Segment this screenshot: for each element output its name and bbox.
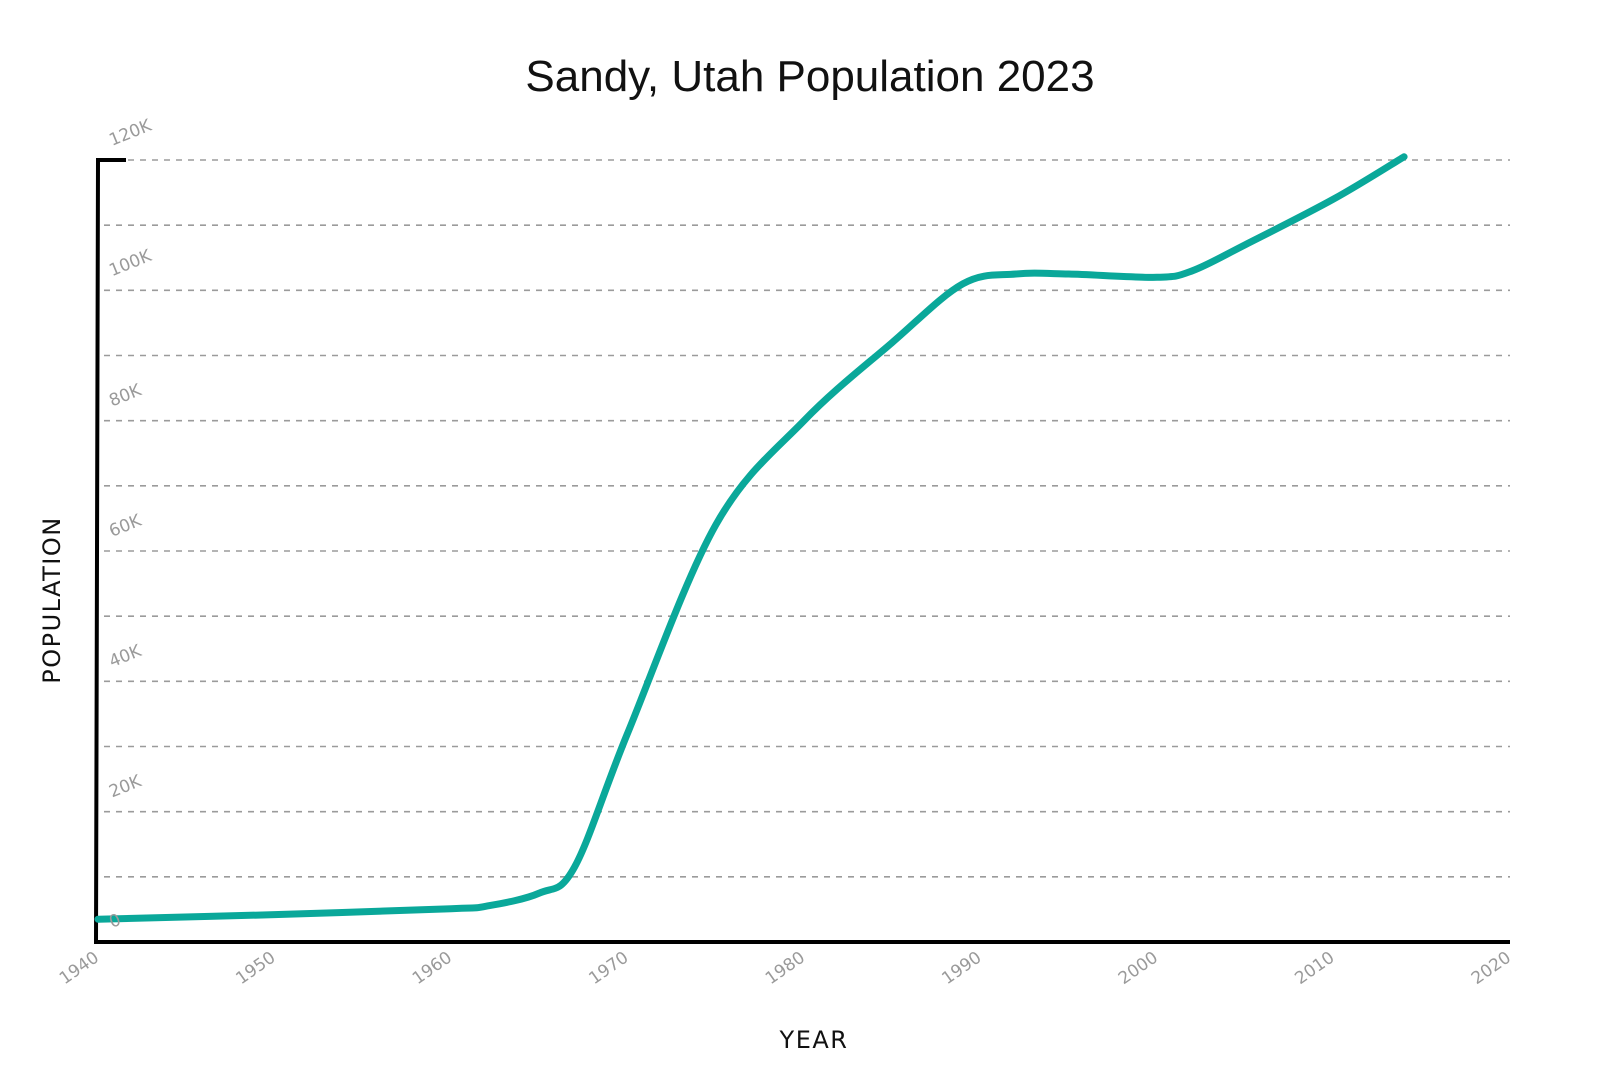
x-tick-label: 1940	[56, 948, 103, 989]
x-tick-label: 1960	[409, 948, 456, 989]
x-tick-label: 1990	[938, 948, 985, 989]
y-tick-label: 80K	[106, 380, 145, 411]
x-tick-labels: 1940 1950 1960 1970 1980 1990 2000 2010 2020	[56, 948, 1515, 989]
series	[94, 153, 1408, 923]
y-tick-label: 120K	[106, 115, 155, 150]
axes	[94, 158, 1510, 945]
chart-title: Sandy, Utah Population 2023	[525, 52, 1095, 101]
y-tick-label: 100K	[106, 246, 155, 281]
y-tick-label: 20K	[106, 771, 145, 802]
y-axis-label: POPULATION	[38, 516, 66, 683]
x-tick-label: 1950	[232, 948, 279, 989]
y-tick-label: 60K	[106, 510, 145, 541]
y-axis-line	[94, 158, 126, 945]
x-axis-label: YEAR	[779, 1026, 849, 1054]
x-tick-label: 2010	[1291, 948, 1338, 989]
x-tick-label: 2000	[1115, 948, 1162, 989]
x-tick-label: 1970	[585, 948, 632, 989]
x-tick-label: 1980	[762, 948, 809, 989]
y-tick-label: 40K	[106, 641, 145, 672]
x-tick-label: 2020	[1468, 948, 1515, 989]
gridlines	[104, 159, 1510, 878]
population-line	[94, 153, 1408, 923]
